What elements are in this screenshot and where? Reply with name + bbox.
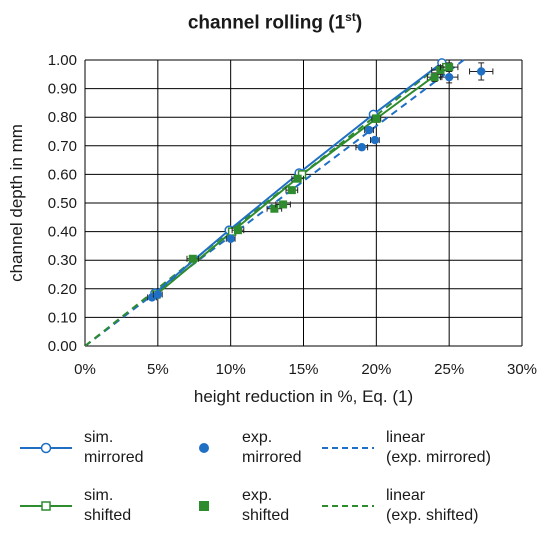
chart-title-superscript: st — [345, 10, 356, 24]
legend-label-line2: mirrored — [84, 449, 144, 466]
data-point — [153, 290, 163, 299]
data-point — [357, 143, 366, 152]
legend-item-linear-mirrored: linear (exp. mirrored) — [322, 428, 491, 468]
y-tick-label: 0.60 — [48, 166, 77, 183]
legend-label-line2: shifted — [242, 507, 290, 524]
x-tick-label: 25% — [434, 361, 464, 378]
chart-title-suffix: ) — [355, 12, 363, 34]
data-point — [226, 234, 235, 243]
y-tick-label: 0.50 — [48, 195, 77, 212]
y-tick-label: 0.00 — [48, 338, 77, 355]
x-tick-label: 20% — [361, 361, 391, 378]
legend-symbol-sim-shifted — [20, 501, 72, 511]
y-tick-label: 0.70 — [48, 138, 77, 155]
x-tick-label: 5% — [147, 361, 169, 378]
legend-symbol-sim-mirrored — [20, 442, 72, 454]
data-point — [293, 174, 302, 183]
y-tick-label: 0.80 — [48, 109, 77, 126]
legend-marker — [199, 443, 209, 453]
legend-item-sim-shifted: sim. shifted — [20, 486, 131, 526]
y-tick-label: 1.00 — [48, 52, 77, 69]
x-tick-label: 10% — [216, 361, 246, 378]
legend-symbol-exp-shifted — [199, 501, 209, 511]
y-tick-label: 0.10 — [48, 309, 77, 326]
legend-item-exp-shifted: exp. shifted — [178, 486, 289, 526]
data-point — [370, 135, 380, 145]
legend-marker — [40, 442, 52, 454]
legend-symbol-linear-mirrored — [322, 447, 374, 449]
legend-label-line1: linear — [386, 487, 426, 504]
data-point — [477, 67, 486, 76]
legend-symbol-linear-shifted — [322, 505, 374, 507]
legend-symbol-exp-mirrored — [199, 443, 209, 453]
legend-marker — [199, 501, 209, 511]
y-tick-label: 0.30 — [48, 252, 77, 269]
data-point — [444, 72, 454, 82]
legend-label-line2: mirrored — [242, 449, 302, 466]
plot-area — [85, 58, 494, 346]
legend-label-line1: sim. — [84, 487, 114, 504]
legend-label-line1: linear — [386, 429, 426, 446]
data-point — [445, 63, 454, 72]
legend-label-line2: (exp. shifted) — [386, 507, 479, 524]
legend-label-line1: exp. — [242, 487, 273, 504]
y-axis-label: channel depth in mm — [7, 124, 26, 282]
chart-plot: 0.00 0.10 0.20 0.30 0.40 0.50 0.60 0.70 0.80 0.90… — [7, 52, 537, 406]
x-tick-label: 15% — [288, 361, 318, 378]
data-point — [270, 204, 279, 213]
legend-label-line2: shifted — [84, 507, 132, 524]
data-point — [279, 200, 288, 209]
data-point — [287, 186, 296, 195]
data-point — [233, 226, 242, 235]
data-point — [430, 73, 439, 82]
legend-label-line2: (exp. mirrored) — [386, 449, 491, 466]
legend-label-line1: exp. — [242, 429, 273, 446]
chart-title-text: channel rolling (1 — [187, 12, 346, 34]
legend-item-exp-mirrored: exp. mirrored — [178, 428, 302, 468]
chart-legend: sim. mirrored exp. mirrored linear (exp. mi… — [0, 418, 550, 533]
y-tick-label: 0.20 — [48, 281, 77, 298]
data-point — [297, 170, 307, 179]
data-point — [364, 125, 374, 135]
data-point — [372, 114, 381, 123]
legend-label-line1: sim. — [84, 429, 114, 446]
legend-item-sim-mirrored: sim. mirrored — [20, 428, 144, 468]
x-tick-label: 0% — [74, 361, 96, 378]
chart-title: channel rolling (1st) — [0, 10, 550, 34]
legend-item-linear-shifted: linear (exp. shifted) — [322, 486, 478, 526]
y-tick-label: 0.90 — [48, 81, 77, 98]
x-axis-label: height reduction in %, Eq. (1) — [194, 387, 413, 406]
data-point — [188, 254, 197, 263]
y-tick-label: 0.40 — [48, 224, 77, 241]
x-tick-label: 30% — [507, 361, 537, 378]
legend-marker — [41, 501, 51, 511]
